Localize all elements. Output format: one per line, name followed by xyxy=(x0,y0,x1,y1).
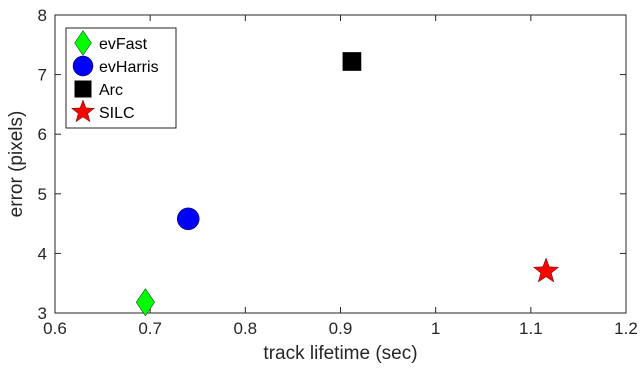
x-tick-label: 0.9 xyxy=(329,319,353,338)
legend-marker-arc xyxy=(74,80,92,98)
x-tick-label: 0.6 xyxy=(43,319,67,338)
y-tick-label: 5 xyxy=(38,185,47,204)
legend-label-arc: Arc xyxy=(99,82,123,99)
legend-label-silc: SILC xyxy=(99,105,135,122)
y-tick-label: 3 xyxy=(38,304,47,323)
data-point-evharris xyxy=(176,207,200,231)
y-tick-label: 6 xyxy=(38,125,47,144)
x-tick-label: 1.2 xyxy=(614,319,638,338)
legend-marker-silc xyxy=(71,99,95,123)
legend-marker-evfast xyxy=(74,30,92,56)
y-tick-label: 7 xyxy=(38,66,47,85)
y-tick-label: 8 xyxy=(38,6,47,25)
data-point-silc xyxy=(532,257,560,283)
legend-label-evharris: evHarris xyxy=(99,59,159,76)
x-tick-label: 0.7 xyxy=(138,319,162,338)
legend-marker-evharris xyxy=(72,55,94,77)
x-axis-ticks: 0.6 0.7 0.8 0.9 1 1.1 1.2 xyxy=(43,15,638,338)
y-tick-label: 4 xyxy=(38,244,47,263)
data-point-evfast xyxy=(135,288,155,317)
x-tick-label: 1 xyxy=(431,319,440,338)
x-tick-label: 1.1 xyxy=(519,319,543,338)
data-point-arc xyxy=(342,52,362,71)
y-axis-label: error (pixels) xyxy=(6,111,27,218)
x-tick-label: 0.8 xyxy=(234,319,258,338)
legend-label-evfast: evFast xyxy=(99,36,148,53)
data-points xyxy=(135,52,560,317)
x-axis-label: track lifetime (sec) xyxy=(263,343,417,364)
y-axis-ticks: 3 4 5 6 7 8 xyxy=(38,6,626,323)
legend: evFast evHarris Arc SILC xyxy=(65,27,177,129)
